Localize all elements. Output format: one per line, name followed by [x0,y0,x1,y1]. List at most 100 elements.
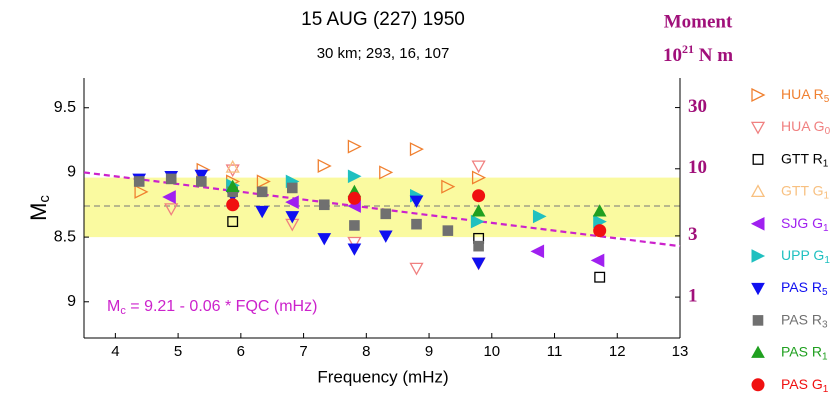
point [409,195,424,208]
x-tick-label: 9 [425,343,433,360]
point [530,244,545,259]
legend-label: PAS R1 [781,343,828,362]
point [225,179,240,192]
point [256,174,271,189]
legend-name: UPP G [781,247,824,263]
point [347,236,362,250]
legend-marker [750,184,766,198]
point [471,170,487,185]
legend-name: PAS R [781,279,822,295]
point [349,220,360,231]
y2-tick-label: 1 [688,285,698,306]
point [472,189,486,203]
y2-tick-label: 30 [688,96,707,117]
x-tick-label: 12 [609,343,626,360]
point [590,253,605,268]
point [593,224,607,238]
legend-sub: 3 [822,319,828,330]
point [594,271,606,283]
point [165,173,177,185]
legend-marker [751,87,766,103]
x-tick-label: 8 [362,343,370,360]
point [133,176,145,187]
legend-sub: 5 [824,94,830,105]
legend-name: PAS G [781,376,823,392]
y2-tick-label: 10 [688,157,707,178]
legend-marker [750,216,765,231]
point [225,164,240,178]
point [318,199,330,211]
y2-label: Moment [664,11,733,32]
point [226,198,240,212]
legend-name: HUA R [781,86,824,102]
y-axis-label: Mc [26,195,53,221]
x-axis-label: Frequency (mHz) [317,367,448,386]
legend-label: GTT R1 [781,150,829,169]
point [442,225,454,236]
y-label-sub: c [36,195,53,203]
legend-label: PAS R3 [781,311,828,330]
legend-sub: 1 [822,351,828,362]
y-tick-label: 8.5 [54,228,76,245]
point [317,233,332,246]
legend-name: GTT R [781,150,823,166]
point [196,176,207,187]
legend-label: PAS R5 [781,279,828,298]
x-tick-label: 7 [299,343,307,360]
y2-unit-sup: 21 [682,42,694,56]
legend-label: HUA G0 [781,118,831,137]
legend-label: PAS G1 [781,376,829,393]
chart-subtitle: 30 km; 293, 16, 107 [317,45,450,62]
point [225,159,240,173]
point [285,211,300,224]
point [532,209,547,224]
point [162,190,176,204]
point [347,169,362,184]
point [194,169,209,183]
y2-tick-label: 3 [688,224,698,245]
legend-label: SJG G1 [781,215,829,234]
legend-sub: 1 [823,383,829,393]
point [164,203,179,216]
point [285,195,299,209]
point [378,230,393,243]
y2-unit-rest: N m [694,45,733,66]
y-tick-label: 9.5 [54,99,76,116]
legend-marker [751,378,765,392]
point [255,205,270,219]
point [409,142,424,157]
point [317,158,332,174]
x-tick-label: 5 [174,343,182,360]
x-tick-label: 4 [111,343,119,360]
x-tick-label: 10 [483,343,500,360]
x-tick-label: 11 [547,343,563,360]
y-tick-label: 9 [67,164,76,181]
point [471,257,486,271]
y-tick-label: 9 [67,293,76,310]
x-tick-label: 13 [672,343,689,360]
legend-label: GTT G1 [781,182,830,201]
point [256,186,268,198]
legend-sub: 1 [824,255,830,266]
point [592,204,607,217]
annotation-rest: = 9.21 - 0.06 * FQC (mHz) [126,298,318,315]
point [470,214,485,229]
point [471,204,486,217]
range-band [84,177,680,238]
legend-sub: 0 [825,126,831,137]
point [347,139,362,154]
chart-title: 15 AUG (227) 1950 [301,9,465,30]
legend-label: UPP G1 [781,247,830,266]
point [409,262,424,276]
point [380,208,392,220]
legend-label: HUA R5 [781,86,830,105]
legend-name: SJG G [781,215,823,231]
x-tick-label: 6 [237,343,245,360]
y-label-base: M [26,203,51,221]
legend-marker [751,249,766,263]
legend-sub: 1 [823,222,829,233]
legend-marker [750,121,766,135]
y2-label-unit: 1021 N m [663,42,733,67]
legend-name: PAS R [781,343,822,359]
